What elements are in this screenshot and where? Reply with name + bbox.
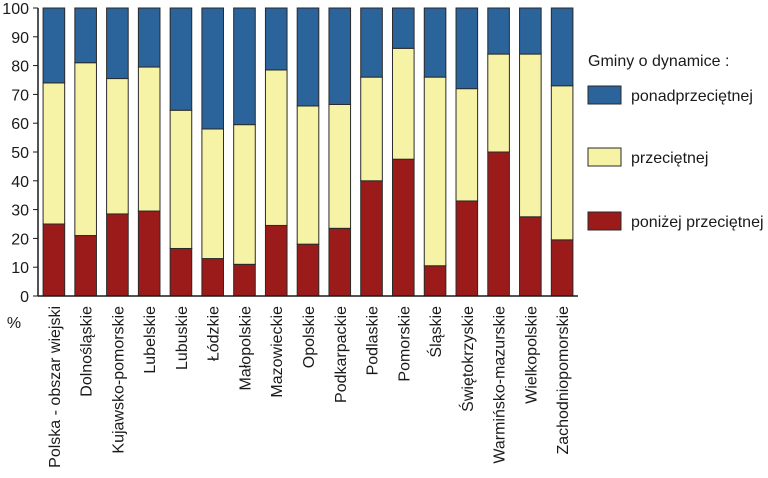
legend-label: przeciętnej (631, 150, 708, 167)
bar-segment-ponad (42, 7, 66, 84)
bar-segment-ponizej (455, 200, 479, 297)
bar-segment-ponizej (391, 158, 415, 297)
bar-segment-ponad (296, 7, 320, 107)
bar-segment-ponizej (550, 239, 574, 297)
x-tick-label: Dolnośląskie (79, 306, 96, 397)
y-tick-label: 60 (11, 116, 29, 133)
bars-group (42, 7, 574, 297)
x-tick-label: Mazowieckie (269, 306, 286, 398)
bar-segment-przecietnej (264, 69, 288, 226)
legend-title: Gminy o dynamice : (588, 53, 729, 70)
bar-segment-ponad (233, 7, 256, 126)
y-tick-label: 90 (11, 30, 29, 47)
bar-segment-ponizej (233, 263, 256, 297)
bar-segment-ponizej (328, 227, 352, 297)
bar-segment-ponad (201, 7, 225, 130)
legend-swatch (587, 211, 622, 231)
bar-segment-ponizej (137, 210, 161, 297)
bar-segment-ponizej (264, 224, 288, 297)
bar-segment-przecietnej (106, 78, 129, 215)
x-tick-label: Warmińsko-mazurskie (492, 306, 509, 464)
x-tick-label: Lubelskie (142, 306, 159, 374)
y-tick-label: 20 (11, 231, 29, 248)
bar-segment-przecietnej (169, 109, 193, 249)
x-tick-label: Śląskie (426, 306, 445, 358)
bar-segment-ponad (169, 7, 193, 111)
y-tick-label: 80 (11, 59, 29, 76)
bar-segment-ponizej (169, 247, 193, 297)
x-tick-label: Zachodniopomorskie (555, 306, 572, 455)
bar-segment-przecietnej (519, 53, 542, 218)
bar-segment-ponad (423, 7, 447, 78)
bar-segment-ponad (550, 7, 574, 87)
bar-segment-ponad (519, 7, 542, 55)
bar-segment-ponizej (296, 243, 320, 297)
bar-segment-ponizej (423, 265, 447, 297)
bar-segment-przecietnej (423, 76, 447, 267)
bar-segment-ponad (328, 7, 352, 105)
bar-segment-ponizej (487, 151, 510, 297)
bar-segment-ponad (264, 7, 288, 71)
legend-swatch (587, 85, 622, 105)
y-tick-label: 0 (20, 289, 29, 306)
bar-segment-przecietnej (201, 128, 225, 260)
bar-segment-przecietnej (42, 82, 66, 225)
bar-segment-ponad (360, 7, 383, 78)
x-tick-label: Polska - obszar wiejski (47, 306, 64, 468)
bar-segment-ponad (106, 7, 129, 80)
y-tick-label: 50 (11, 145, 29, 162)
axes-group: Polska - obszar wiejski Dolnośląskie Kujaw… (2, 1, 578, 468)
bar-segment-ponad (487, 7, 510, 55)
x-tick-label: Świętokrzyskie (458, 306, 477, 412)
x-tick-label: Pomorskie (396, 306, 413, 382)
bar-segment-ponizej (201, 258, 225, 297)
bar-segment-ponizej (106, 213, 129, 297)
bar-segment-przecietnej (137, 66, 161, 212)
bar-segment-ponad (455, 7, 479, 90)
bar-segment-ponad (137, 7, 161, 68)
bar-segment-ponizej (519, 216, 542, 297)
bar-segment-przecietnej (360, 76, 383, 182)
x-tick-label: Kujawsko-pomorskie (110, 306, 127, 454)
legend-label: ponadprzeciętnej (631, 88, 753, 105)
x-tick-label: Łódzkie (206, 306, 223, 361)
bar-segment-ponizej (42, 223, 66, 297)
x-tick-label: Lubuskie (174, 306, 191, 370)
bar-segment-ponad (74, 7, 97, 64)
y-tick-label: 70 (11, 87, 29, 104)
x-tick-label: Małopolskie (237, 306, 254, 391)
legend-swatch (587, 147, 622, 167)
bar-segment-przecietnej (296, 105, 320, 245)
y-tick-label: 10 (11, 260, 29, 277)
bar-segment-przecietnej (455, 88, 479, 202)
y-tick-label: 100 (2, 1, 29, 18)
legend-label: poniżej przeciętnej (631, 214, 764, 231)
bar-segment-ponad (391, 7, 415, 49)
x-tick-label: Opolskie (301, 306, 318, 368)
y-axis-unit-label: % (7, 315, 21, 332)
bar-segment-ponizej (360, 180, 383, 297)
bar-segment-przecietnej (487, 53, 510, 153)
bar-segment-przecietnej (74, 62, 97, 237)
bar-segment-przecietnej (391, 47, 415, 160)
bar-segment-przecietnej (550, 85, 574, 241)
legend: Gminy o dynamice : ponadprzeciętnej przeci… (587, 53, 764, 231)
x-tick-label: Wielkopolskie (523, 306, 540, 404)
x-tick-label: Podkarpackie (333, 306, 350, 403)
y-tick-label: 30 (11, 203, 29, 220)
bar-segment-ponizej (74, 235, 97, 297)
y-tick-label: 40 (11, 174, 29, 191)
bar-segment-przecietnej (328, 103, 352, 229)
bar-segment-przecietnej (233, 124, 256, 265)
x-tick-label: Podlaskie (365, 306, 382, 375)
